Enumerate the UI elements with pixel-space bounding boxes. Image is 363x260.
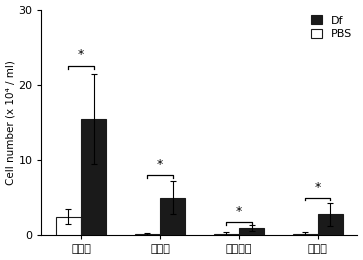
Text: *: * [78,48,84,61]
Text: *: * [315,181,321,194]
Bar [214,234,239,235]
Bar [135,234,160,235]
Bar [56,217,81,235]
Text: *: * [157,158,163,171]
Bar [318,214,343,235]
Bar [160,198,185,235]
Bar [81,119,106,235]
Bar [293,234,318,235]
Y-axis label: Cell number (x 10⁴ / ml): Cell number (x 10⁴ / ml) [5,60,16,185]
Text: *: * [236,205,242,218]
Bar [239,228,264,235]
Legend: Df, PBS: Df, PBS [306,11,356,44]
